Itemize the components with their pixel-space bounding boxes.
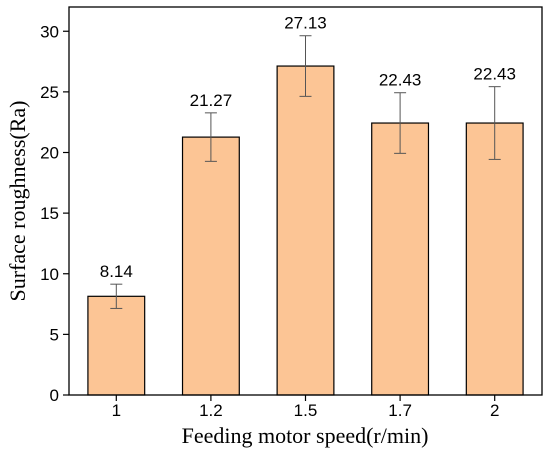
data-label: 21.27 [190, 91, 233, 110]
x-axis-ticks: 1 1.2 1.5 1.7 2 [112, 395, 499, 420]
data-label: 22.43 [379, 71, 422, 90]
data-labels-layer: 8.14 21.27 27.13 22.43 22.43 [100, 14, 516, 281]
x-axis-title: Feeding motor speed(r/min) [182, 423, 429, 448]
bar [465, 122, 524, 396]
error-bar [204, 112, 217, 162]
data-label: 27.13 [284, 14, 327, 33]
y-tick-label: 25 [40, 83, 59, 102]
y-tick-label: 15 [40, 204, 59, 223]
bar [371, 122, 430, 396]
error-bar [394, 92, 407, 154]
y-tick-label: 20 [40, 144, 59, 163]
error-bar [110, 283, 123, 309]
bars-layer [87, 65, 524, 396]
x-tick-label: 1.2 [199, 401, 223, 420]
data-label: 8.14 [100, 262, 133, 281]
bar [276, 65, 335, 396]
y-axis-title: Surface roughness(Ra) [5, 101, 30, 302]
y-tick-label: 0 [50, 386, 59, 405]
bar [87, 295, 146, 396]
x-tick-label: 1.5 [294, 401, 318, 420]
y-tick-label: 5 [50, 325, 59, 344]
error-bar [488, 86, 501, 160]
x-tick-label: 2 [490, 401, 499, 420]
error-bars-layer [110, 35, 501, 309]
y-tick-label: 30 [40, 22, 59, 41]
x-tick-label: 1.7 [388, 401, 412, 420]
data-label: 22.43 [473, 65, 516, 84]
y-axis-ticks: 0 5 10 15 20 25 30 [40, 22, 69, 405]
bar [181, 136, 240, 396]
error-bar [299, 35, 312, 97]
y-tick-label: 10 [40, 265, 59, 284]
x-tick-label: 1 [112, 401, 121, 420]
